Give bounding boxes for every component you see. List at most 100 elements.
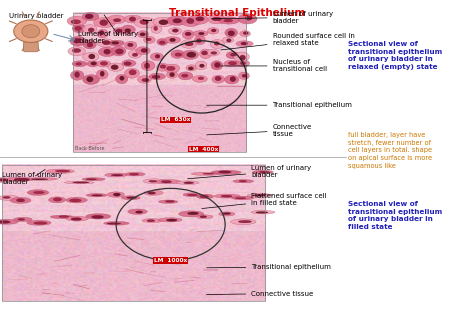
Ellipse shape	[49, 197, 65, 203]
Ellipse shape	[142, 78, 149, 82]
Ellipse shape	[134, 18, 157, 28]
Ellipse shape	[113, 28, 126, 34]
Ellipse shape	[72, 61, 87, 67]
Ellipse shape	[89, 54, 95, 59]
Ellipse shape	[92, 195, 102, 196]
Ellipse shape	[71, 218, 82, 220]
Ellipse shape	[227, 39, 231, 42]
Ellipse shape	[97, 29, 109, 38]
Ellipse shape	[34, 222, 47, 225]
Ellipse shape	[194, 35, 205, 45]
Ellipse shape	[144, 63, 150, 68]
Ellipse shape	[166, 66, 175, 71]
Ellipse shape	[100, 20, 108, 26]
Ellipse shape	[223, 213, 231, 214]
Text: Sectional view of
transitional epithelium
of urinary bladder in
filled state: Sectional view of transitional epitheliu…	[348, 201, 443, 230]
Text: Transitional epithelium: Transitional epithelium	[207, 264, 331, 270]
Text: Lumen of urinary
bladder: Lumen of urinary bladder	[2, 172, 63, 186]
Ellipse shape	[105, 173, 127, 177]
Ellipse shape	[226, 51, 239, 59]
Ellipse shape	[235, 60, 250, 67]
Ellipse shape	[82, 52, 99, 61]
Ellipse shape	[86, 179, 97, 180]
Ellipse shape	[172, 29, 179, 32]
Ellipse shape	[129, 70, 137, 75]
Ellipse shape	[245, 16, 252, 20]
Ellipse shape	[128, 50, 142, 58]
Ellipse shape	[100, 62, 108, 65]
Ellipse shape	[235, 198, 246, 199]
Ellipse shape	[50, 215, 73, 219]
Ellipse shape	[160, 65, 166, 68]
Ellipse shape	[74, 72, 80, 78]
Ellipse shape	[166, 71, 178, 78]
Ellipse shape	[0, 178, 7, 181]
Ellipse shape	[125, 172, 145, 176]
Ellipse shape	[183, 182, 194, 184]
Ellipse shape	[182, 74, 188, 77]
Ellipse shape	[107, 15, 126, 24]
Ellipse shape	[182, 17, 200, 27]
Ellipse shape	[142, 219, 163, 223]
Ellipse shape	[228, 31, 235, 36]
Ellipse shape	[251, 210, 275, 214]
Ellipse shape	[136, 47, 150, 55]
Ellipse shape	[191, 172, 220, 176]
Ellipse shape	[14, 178, 29, 181]
Ellipse shape	[243, 32, 248, 35]
Ellipse shape	[154, 26, 158, 31]
Ellipse shape	[121, 196, 140, 200]
Ellipse shape	[116, 49, 124, 54]
Ellipse shape	[221, 195, 232, 197]
Ellipse shape	[211, 29, 216, 32]
Ellipse shape	[253, 194, 266, 196]
Ellipse shape	[127, 197, 137, 198]
Ellipse shape	[125, 29, 131, 32]
Ellipse shape	[238, 14, 257, 24]
Ellipse shape	[198, 77, 204, 80]
Ellipse shape	[14, 20, 48, 42]
Ellipse shape	[200, 195, 209, 198]
Text: Flattened surface cell
in filled state: Flattened surface cell in filled state	[202, 193, 327, 208]
Ellipse shape	[86, 193, 107, 197]
Ellipse shape	[225, 28, 237, 37]
Bar	[2, 165, 265, 301]
Ellipse shape	[34, 191, 44, 194]
Ellipse shape	[22, 25, 40, 38]
Ellipse shape	[153, 17, 174, 27]
Ellipse shape	[195, 61, 207, 70]
Ellipse shape	[27, 190, 49, 195]
Ellipse shape	[0, 178, 13, 182]
Ellipse shape	[196, 39, 201, 43]
Ellipse shape	[212, 17, 221, 21]
Ellipse shape	[164, 64, 180, 73]
Ellipse shape	[156, 63, 168, 71]
Ellipse shape	[132, 53, 138, 57]
Ellipse shape	[83, 40, 96, 49]
Ellipse shape	[119, 76, 124, 80]
Ellipse shape	[70, 36, 86, 46]
Ellipse shape	[100, 71, 104, 76]
Ellipse shape	[111, 46, 126, 56]
Ellipse shape	[71, 20, 81, 24]
Ellipse shape	[185, 42, 193, 46]
Ellipse shape	[156, 180, 181, 184]
Ellipse shape	[238, 220, 252, 223]
Ellipse shape	[185, 32, 191, 36]
Ellipse shape	[72, 48, 81, 52]
Text: Connective tissue: Connective tissue	[207, 290, 313, 297]
Ellipse shape	[240, 31, 250, 37]
Ellipse shape	[125, 41, 137, 50]
Ellipse shape	[211, 61, 223, 70]
Ellipse shape	[224, 19, 233, 22]
Ellipse shape	[224, 60, 239, 67]
Ellipse shape	[240, 55, 246, 60]
Ellipse shape	[152, 75, 160, 78]
Ellipse shape	[5, 177, 34, 181]
Ellipse shape	[259, 171, 269, 173]
Ellipse shape	[197, 194, 214, 199]
Ellipse shape	[151, 24, 162, 33]
Ellipse shape	[104, 49, 110, 54]
Ellipse shape	[59, 216, 69, 218]
Ellipse shape	[231, 196, 254, 200]
